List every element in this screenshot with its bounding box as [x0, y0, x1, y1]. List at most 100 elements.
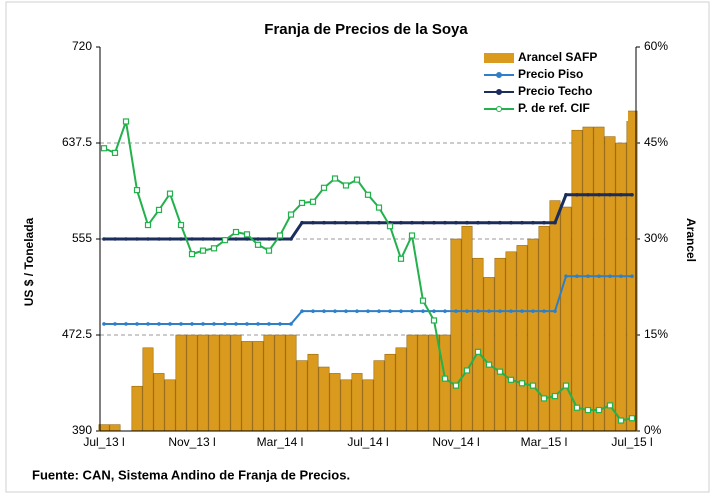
point [366, 309, 370, 313]
point [586, 274, 590, 279]
point [124, 237, 128, 241]
point [606, 402, 614, 409]
point [432, 220, 436, 225]
point [256, 237, 260, 241]
point [212, 237, 216, 241]
bar [461, 225, 473, 432]
point [619, 274, 623, 279]
point [322, 220, 326, 225]
bar [307, 353, 319, 432]
point [454, 309, 458, 313]
point [608, 274, 612, 279]
bar [142, 347, 154, 432]
point [597, 274, 601, 279]
point [366, 220, 370, 225]
bar [340, 379, 352, 432]
bar [362, 379, 374, 432]
point [452, 382, 460, 389]
point [276, 232, 284, 239]
point [399, 309, 403, 313]
point [234, 322, 238, 326]
point [496, 368, 504, 375]
legend-swatch [484, 53, 514, 63]
y-axis-title: US $ / Tonelada [22, 217, 36, 306]
point [509, 309, 513, 313]
point [520, 220, 524, 225]
point [342, 182, 350, 189]
bar [604, 136, 616, 432]
point [256, 322, 260, 326]
point [421, 220, 425, 225]
legend-label: Precio Techo [518, 84, 592, 98]
point [487, 309, 491, 313]
point [421, 309, 425, 313]
point [333, 220, 337, 225]
point [234, 237, 238, 241]
point [168, 322, 172, 326]
point [399, 220, 403, 225]
bar [197, 334, 209, 432]
point [443, 309, 447, 313]
legend-label: Precio Piso [518, 67, 583, 81]
point [102, 322, 106, 326]
point [476, 309, 480, 313]
point [344, 309, 348, 313]
point [122, 118, 130, 125]
bar [274, 334, 286, 432]
point [146, 322, 150, 326]
bar [527, 238, 539, 432]
point [584, 406, 592, 414]
point [320, 184, 328, 191]
bar [230, 334, 242, 432]
bar [296, 360, 308, 432]
point [168, 237, 172, 241]
point [573, 404, 581, 411]
x-tick-label: Nov_14 l [432, 435, 479, 449]
bar [494, 257, 506, 432]
point [485, 361, 493, 368]
point [553, 309, 557, 313]
point [575, 274, 579, 279]
point [386, 223, 394, 230]
point [289, 237, 293, 241]
point [300, 309, 304, 313]
point [133, 187, 141, 194]
x-tick-label: Jul_15 l [611, 435, 652, 449]
point [540, 395, 548, 402]
point [377, 220, 381, 225]
point [562, 382, 570, 389]
bar [395, 347, 407, 432]
point [265, 247, 273, 254]
bar [186, 334, 198, 432]
bar [109, 424, 121, 432]
bar [582, 126, 594, 432]
point [597, 192, 601, 197]
legend-label: P. de ref. CIF [518, 101, 590, 115]
point [586, 192, 590, 197]
point [254, 241, 262, 248]
point [518, 380, 526, 387]
point [190, 322, 194, 326]
y-tick-label: 637.5 [62, 135, 92, 149]
bar [252, 341, 264, 432]
point [113, 237, 117, 241]
legend-swatch [496, 106, 502, 112]
bar [175, 334, 187, 432]
point [287, 211, 295, 218]
point [619, 192, 623, 197]
point [553, 220, 557, 225]
bar [351, 373, 363, 432]
y-tick-label: 390 [72, 423, 92, 437]
point [474, 348, 482, 355]
point [575, 192, 579, 197]
point [465, 220, 469, 225]
point [397, 255, 405, 262]
point [243, 231, 251, 238]
y2-axis-title: Arancel [684, 218, 698, 262]
x-tick-label: Jul_13 l [83, 435, 124, 449]
point [177, 221, 185, 229]
point [476, 220, 480, 225]
point [278, 322, 282, 326]
point [419, 297, 427, 304]
